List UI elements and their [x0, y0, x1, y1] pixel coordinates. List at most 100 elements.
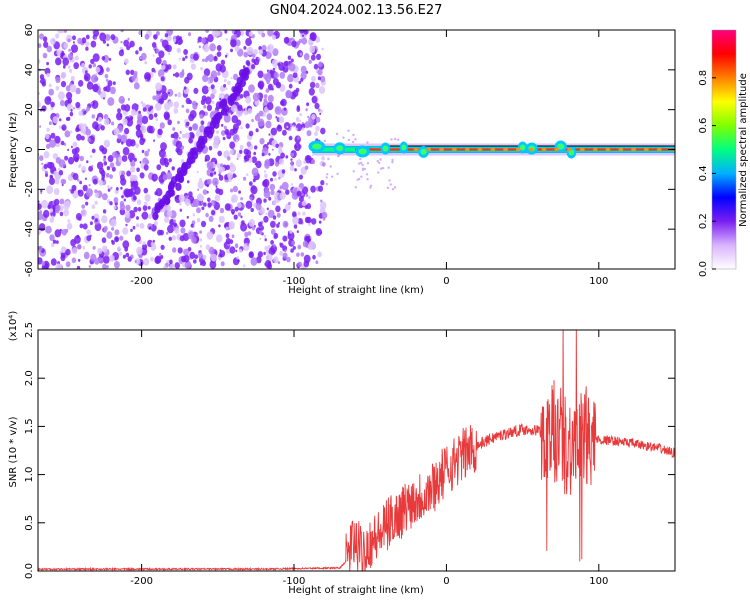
noise-dot — [54, 229, 62, 238]
noise-dot — [246, 173, 249, 177]
noise-dot — [173, 107, 179, 114]
noise-dot — [70, 75, 75, 82]
noise-dot — [232, 212, 235, 215]
noise-dot — [277, 261, 281, 265]
noise-dot — [230, 188, 234, 193]
noise-dot — [172, 73, 176, 77]
noise-dot — [250, 185, 258, 195]
noise-dot — [292, 216, 299, 225]
noise-dot — [255, 128, 259, 133]
noise-dot — [118, 95, 125, 104]
noise-dot — [46, 127, 50, 132]
noise-dot — [311, 75, 316, 82]
noise-dot — [77, 37, 83, 45]
noise-dot — [155, 48, 160, 54]
noise-dot — [168, 236, 172, 241]
noise-dot — [308, 59, 312, 64]
noise-dot — [199, 177, 203, 182]
noise-dot — [109, 86, 116, 95]
noise-dot — [244, 231, 249, 238]
noise-dot — [166, 171, 173, 180]
noise-dot — [200, 66, 204, 71]
noise-dot — [216, 130, 219, 134]
tone-speck — [490, 147, 496, 152]
noise-dot — [202, 74, 209, 83]
noise-dot — [55, 57, 62, 66]
noise-dot — [174, 93, 177, 97]
noise-dot — [227, 80, 231, 85]
noise-dot — [281, 181, 289, 191]
noise-dot — [192, 103, 198, 110]
noise-dot — [271, 34, 276, 41]
noise-dot — [139, 172, 145, 179]
noise-dot — [205, 43, 209, 48]
noise-dot — [159, 229, 164, 236]
noise-dot — [94, 222, 102, 232]
noise-dot — [140, 125, 147, 134]
noise-dot — [265, 212, 268, 216]
noise-dot — [218, 256, 222, 261]
noise-dot — [203, 68, 211, 77]
noise-dot — [305, 108, 308, 112]
noise-dot — [248, 31, 253, 37]
noise-dot — [153, 220, 158, 226]
noise-dot — [59, 99, 65, 107]
noise-dot — [83, 123, 87, 128]
noise-dot — [177, 247, 183, 254]
noise-dot — [312, 254, 316, 260]
noise-dot — [172, 247, 177, 253]
noise-dot — [283, 36, 290, 44]
noise-dot — [85, 128, 91, 136]
noise-dot — [255, 256, 262, 264]
noise-dot — [144, 33, 150, 40]
noise-dot — [217, 150, 222, 157]
noise-dot — [85, 46, 89, 51]
noise-dot — [39, 210, 42, 214]
noise-dot — [61, 183, 64, 187]
noise-dot — [71, 184, 77, 192]
noise-dot — [223, 78, 227, 83]
noise-dot — [299, 119, 302, 123]
noise-dot — [185, 55, 188, 59]
noise-dot — [94, 200, 98, 205]
noise-dot — [206, 231, 214, 240]
noise-dot — [320, 231, 323, 235]
noise-dot — [264, 260, 272, 268]
noise-dot — [211, 210, 216, 216]
noise-dot — [45, 225, 52, 234]
noise-dot — [92, 53, 100, 62]
noise-dot — [274, 161, 280, 167]
noise-dot — [132, 174, 138, 182]
noise-dot — [60, 140, 65, 146]
noise-dot — [137, 207, 142, 212]
noise-dot — [254, 145, 258, 150]
noise-dot — [40, 189, 43, 193]
noise-dot — [125, 69, 130, 76]
noise-dot — [53, 188, 60, 196]
noise-dot — [193, 53, 199, 61]
noise-dot — [229, 141, 236, 149]
y-tick-label: -20 — [24, 181, 35, 197]
faint-dot — [397, 138, 400, 141]
noise-dot — [126, 118, 134, 127]
noise-dot — [301, 200, 307, 207]
noise-dot — [229, 162, 234, 168]
noise-dot — [205, 30, 210, 33]
noise-dot — [111, 227, 115, 231]
tone-speck — [631, 147, 637, 152]
spectrogram-x-label: Height of straight line (km) — [288, 285, 424, 296]
noise-dot — [153, 113, 158, 118]
noise-dot — [58, 167, 61, 171]
noise-dot — [186, 72, 193, 81]
noise-dot — [184, 260, 192, 269]
noise-dot — [100, 125, 105, 131]
noise-dot — [190, 133, 195, 139]
noise-dot — [299, 174, 303, 180]
noise-dot — [144, 201, 148, 206]
noise-dot — [245, 37, 252, 47]
noise-dot — [143, 257, 150, 266]
noise-dot — [279, 242, 284, 248]
noise-dot — [239, 144, 244, 150]
noise-dot — [120, 174, 125, 181]
noise-dot — [91, 114, 96, 119]
